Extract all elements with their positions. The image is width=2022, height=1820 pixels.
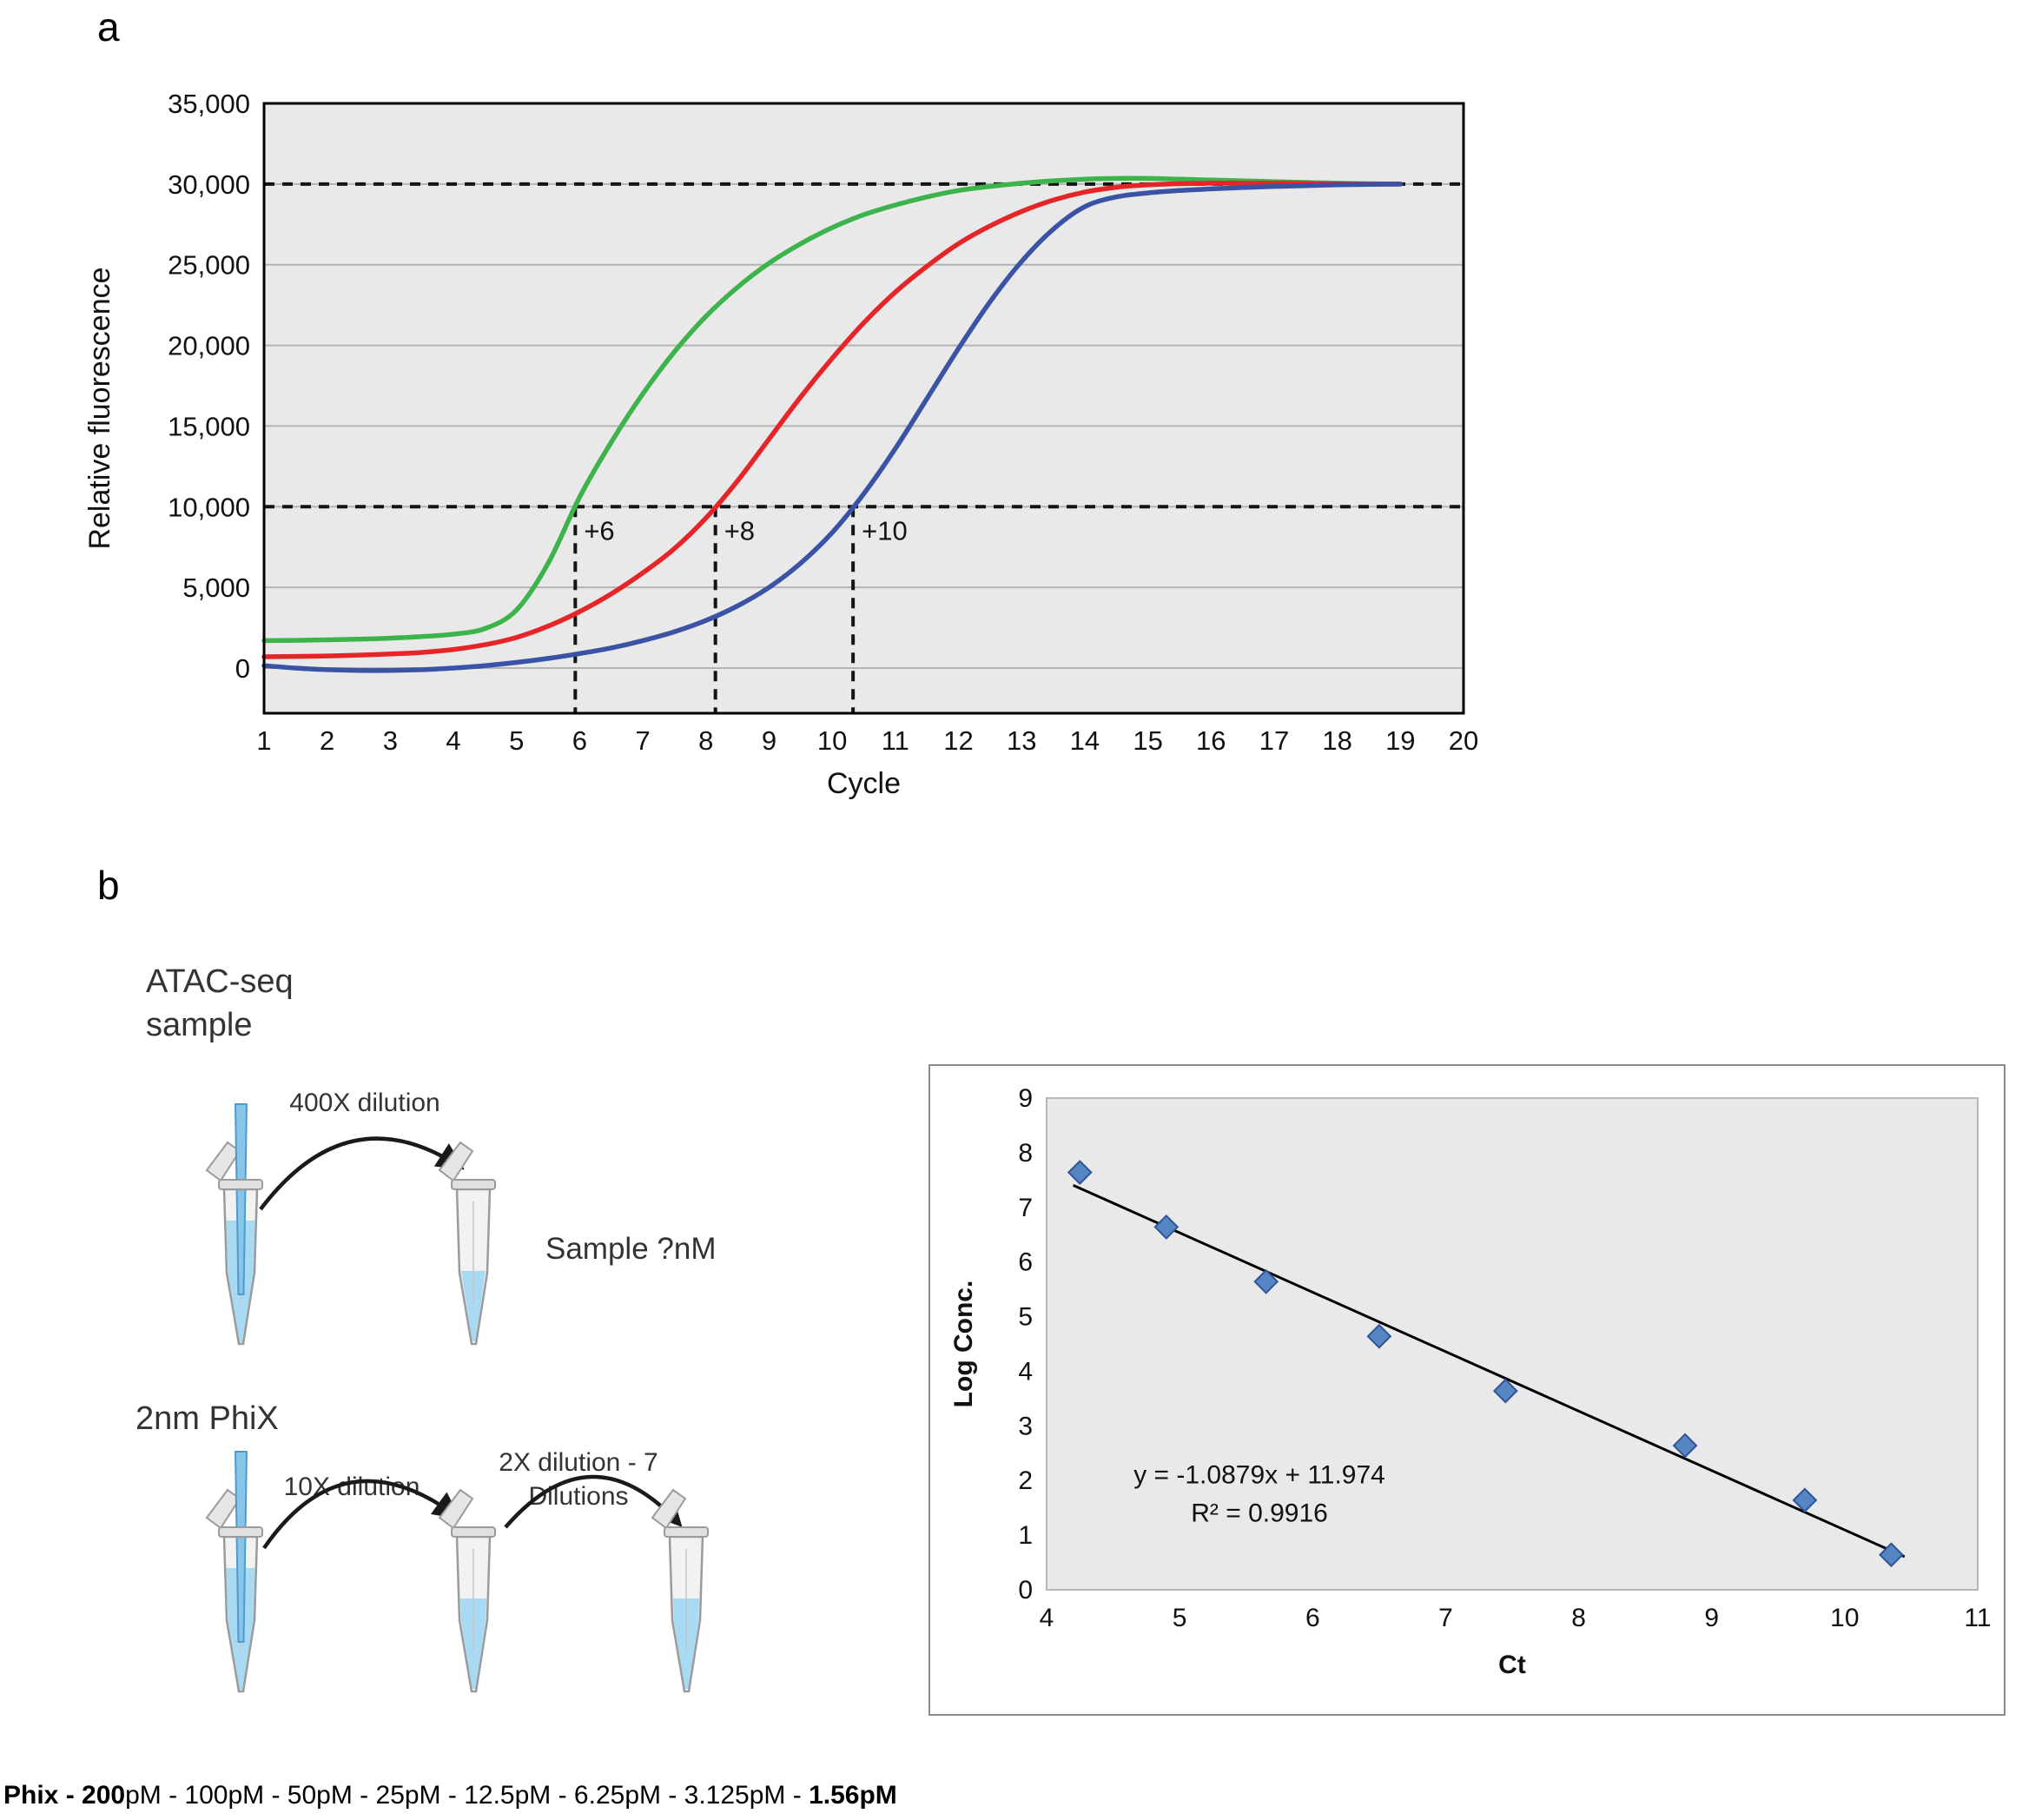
svg-text:y = -1.0879x + 11.974: y = -1.0879x + 11.974: [1133, 1460, 1385, 1489]
svg-text:12: 12: [943, 725, 973, 756]
svg-text:1: 1: [256, 725, 271, 756]
svg-text:35,000: 35,000: [168, 89, 250, 119]
svg-text:20: 20: [1449, 725, 1478, 756]
svg-text:1: 1: [1018, 1521, 1033, 1550]
workflow-arrows: [259, 1136, 683, 1550]
svg-text:15: 15: [1133, 725, 1162, 756]
dilution-400x-label: 400X dilution: [289, 1089, 440, 1117]
svg-text:7: 7: [1438, 1604, 1453, 1632]
svg-text:2: 2: [1018, 1466, 1033, 1495]
svg-text:5: 5: [509, 725, 524, 756]
svg-text:6: 6: [1018, 1248, 1033, 1277]
dilution-arrow-icon: [259, 1136, 465, 1211]
svg-text:Cycle: Cycle: [827, 767, 901, 800]
svg-text:8: 8: [1571, 1604, 1586, 1632]
svg-text:3: 3: [1018, 1412, 1033, 1440]
standard-curve-chart-box: 4 5 6 7 8 9 10 11 0 1 2 3 4 5 6 7 8 9 Ct Log Conc. y = -1.08…: [928, 1064, 2005, 1716]
footer-segment: pM - 100pM - 50pM - 25pM - 12.5pM - 6.25…: [125, 1781, 809, 1810]
svg-text:13: 13: [1007, 725, 1036, 756]
dilution-arrow-icon: [504, 1474, 683, 1529]
svg-text:Log Conc.: Log Conc.: [949, 1281, 978, 1408]
svg-text:+10: +10: [862, 515, 908, 546]
svg-text:7: 7: [1018, 1194, 1033, 1222]
dilution-2x-line2: Dilutions: [528, 1482, 629, 1511]
svg-text:5: 5: [1173, 1604, 1187, 1632]
svg-text:20,000: 20,000: [168, 331, 250, 361]
svg-text:R² = 0.9916: R² = 0.9916: [1191, 1499, 1328, 1527]
phix-dilution-tube-icon: [438, 1488, 496, 1693]
svg-text:5,000: 5,000: [182, 572, 250, 603]
standard-curve-chart: 4 5 6 7 8 9 10 11 0 1 2 3 4 5 6 7 8 9 Ct Log Conc. y = -1.08…: [949, 1084, 1992, 1679]
phix-label: 2nm PhiX: [135, 1400, 279, 1437]
svg-text:7: 7: [635, 725, 650, 756]
svg-text:18: 18: [1322, 725, 1351, 756]
svg-text:8: 8: [1018, 1139, 1033, 1168]
svg-text:10: 10: [817, 725, 847, 756]
svg-text:9: 9: [1018, 1084, 1033, 1113]
svg-text:30,000: 30,000: [168, 169, 250, 200]
svg-text:0: 0: [1018, 1576, 1033, 1605]
phix-serial-dilution-tube-icon: [651, 1488, 709, 1693]
svg-text:6: 6: [572, 725, 587, 756]
atac-sample-label-line2: sample: [146, 1007, 253, 1044]
svg-text:14: 14: [1070, 725, 1100, 756]
svg-text:Relative fluorescence: Relative fluorescence: [83, 267, 116, 549]
svg-text:+8: +8: [724, 515, 755, 546]
qpcr-amplification-chart: +6 +8 +10 0 5,000 10,000 15,000 20,000 25,000 30,…: [83, 89, 1478, 800]
panel-a-label: a: [97, 4, 120, 50]
atac-diluted-tube-icon: [438, 1141, 496, 1346]
dilution-2x-label: 2X dilution - 7 Dilutions: [483, 1446, 674, 1513]
svg-text:11: 11: [1964, 1604, 1991, 1632]
svg-text:4: 4: [1018, 1357, 1033, 1386]
svg-text:5: 5: [1018, 1303, 1033, 1332]
footer-segment: 1.56pM: [809, 1781, 897, 1810]
svg-text:4: 4: [446, 725, 460, 756]
dilution-arrow-icon: [262, 1479, 461, 1550]
footer-segment: Phix - 200: [3, 1781, 126, 1810]
phix-source-tube-icon: [205, 1451, 263, 1693]
atac-sample-label: ATAC-seq sample: [146, 960, 294, 1047]
svg-text:17: 17: [1259, 725, 1289, 756]
svg-text:6: 6: [1305, 1604, 1320, 1632]
svg-text:10: 10: [1830, 1604, 1859, 1632]
atac-source-tube-icon: [205, 1103, 263, 1346]
panel-b-label: b: [97, 863, 120, 908]
svg-text:16: 16: [1196, 725, 1226, 756]
svg-text:4: 4: [1040, 1604, 1054, 1632]
svg-text:Ct: Ct: [1498, 1651, 1526, 1679]
svg-text:9: 9: [1704, 1604, 1719, 1632]
footer-dilution-series: Phix - 200pM - 100pM - 50pM - 25pM - 12.…: [3, 1781, 897, 1810]
svg-text:11: 11: [882, 725, 909, 756]
svg-text:0: 0: [235, 653, 250, 684]
atac-sample-label-line1: ATAC-seq: [146, 963, 294, 1000]
svg-text:3: 3: [383, 725, 398, 756]
sample-concentration-label: Sample ?nM: [545, 1232, 717, 1266]
svg-text:19: 19: [1385, 725, 1415, 756]
svg-text:10,000: 10,000: [168, 492, 250, 522]
dilution-2x-line1: 2X dilution - 7: [499, 1448, 658, 1477]
svg-text:8: 8: [698, 725, 713, 756]
svg-text:2: 2: [320, 725, 334, 756]
svg-text:15,000: 15,000: [168, 411, 250, 441]
svg-text:9: 9: [762, 725, 776, 756]
svg-text:+6: +6: [584, 515, 614, 546]
svg-text:25,000: 25,000: [168, 250, 250, 281]
